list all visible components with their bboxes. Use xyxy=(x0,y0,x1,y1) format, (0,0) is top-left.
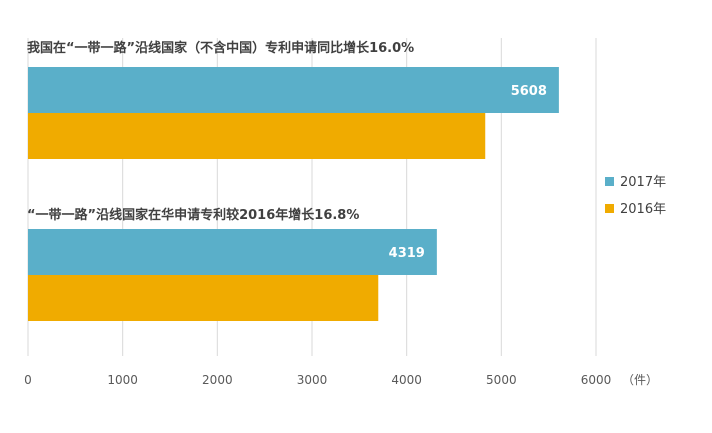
data-label: 5608 xyxy=(511,84,547,99)
bars xyxy=(28,67,559,321)
bar-2016-cat2 xyxy=(28,275,379,321)
bar-2017-cat2 xyxy=(28,229,437,275)
category-title-2: “一带一路”沿线国家在华申请专利较2016年增长16.8% xyxy=(27,207,359,223)
x-axis-unit: （件） xyxy=(622,373,658,387)
legend: 2017年 2016年 xyxy=(605,175,666,217)
data-labels: 5608 4319 xyxy=(389,84,547,261)
x-tick-label: 3000 xyxy=(297,373,328,387)
x-tick-label: 6000 xyxy=(581,373,612,387)
x-tick-label: 5000 xyxy=(486,373,517,387)
x-tick-label: 0 xyxy=(24,373,32,387)
x-tick-label: 2000 xyxy=(202,373,233,387)
category-title-1: 我国在“一带一路”沿线国家（不含中国）专利申请同比增长16.0% xyxy=(27,40,414,56)
legend-swatch-2016 xyxy=(605,204,614,213)
bar-2017-cat1 xyxy=(28,67,559,113)
legend-label-2016: 2016年 xyxy=(620,202,666,217)
x-axis-ticks: 0 1000 2000 3000 4000 5000 6000 xyxy=(24,373,611,387)
bar-2016-cat1 xyxy=(28,113,486,159)
x-tick-label: 1000 xyxy=(107,373,138,387)
x-tick-label: 4000 xyxy=(391,373,422,387)
data-label: 4319 xyxy=(389,246,425,261)
legend-label-2017: 2017年 xyxy=(620,175,666,190)
legend-swatch-2017 xyxy=(605,177,614,186)
